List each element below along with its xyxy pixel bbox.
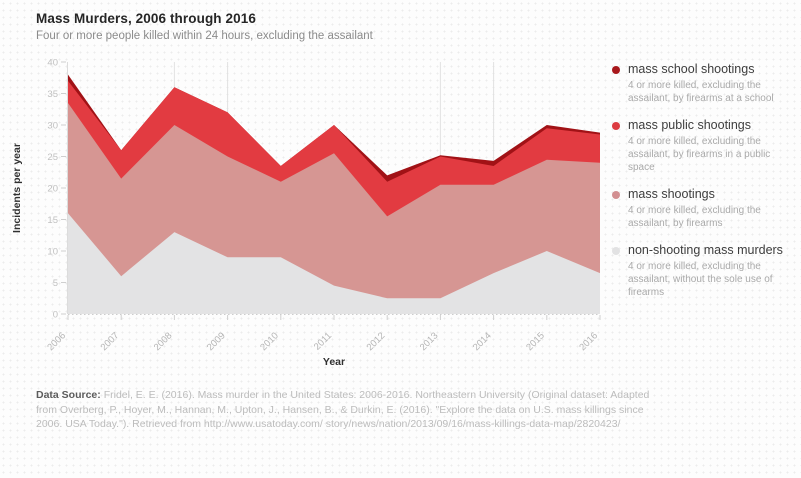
legend-item-title: mass public shootings <box>628 118 751 132</box>
x-tick-label: 2016 <box>577 330 600 353</box>
x-tick-label: 2014 <box>471 330 494 353</box>
page-title: Mass Murders, 2006 through 2016 <box>36 11 256 26</box>
x-tick-label: 2010 <box>258 330 281 353</box>
x-tick-label: 2009 <box>205 330 228 353</box>
y-tick-label: 10 <box>47 247 58 258</box>
area-non-shooting-mass-murders <box>68 213 600 314</box>
legend-item-mass-shootings: mass shootings 4 or more killed, excludin… <box>612 187 792 230</box>
y-tick-label: 0 <box>53 310 58 321</box>
legend-item-mass-public-shootings: mass public shootings 4 or more killed, e… <box>612 118 792 174</box>
legend-item-description: 4 or more killed, excluding the assailan… <box>628 80 774 104</box>
legend-swatch-dot <box>612 191 620 199</box>
legend-item-description: 4 or more killed, excluding the assailan… <box>628 205 761 229</box>
legend-item-title: mass shootings <box>628 187 715 201</box>
y-tick-label: 35 <box>47 89 58 100</box>
legend-item-description: 4 or more killed, excluding the assailan… <box>628 261 773 298</box>
stacked-area-chart: 0 5 10 15 20 25 30 35 40 2006 2007 2008 2009 2010 2011… <box>11 58 601 368</box>
legend-item-description: 4 or more killed, excluding the assailan… <box>628 136 771 173</box>
page-subtitle: Four or more people killed within 24 hou… <box>36 30 373 42</box>
x-tick-label: 2011 <box>312 330 334 352</box>
y-tick-label: 40 <box>47 58 58 69</box>
x-tick-label: 2006 <box>45 330 68 353</box>
y-tick-label: 5 <box>53 278 58 289</box>
data-source-text: Fridel, E. E. (2016). Mass murder in the… <box>36 389 650 430</box>
y-axis-title: Incidents per year <box>11 143 23 233</box>
legend-item-non-shooting-mass-murders: non-shooting mass murders 4 or more kille… <box>612 243 792 299</box>
legend-swatch-dot <box>612 66 620 74</box>
y-tick-label: 30 <box>47 121 58 132</box>
x-tick-label: 2008 <box>152 330 175 353</box>
chart-legend: mass school shootings 4 or more killed, e… <box>612 62 792 312</box>
legend-swatch-dot <box>612 122 620 130</box>
data-source-note: Data Source: Fridel, E. E. (2016). Mass … <box>36 388 654 432</box>
data-source-label: Data Source: <box>36 389 101 401</box>
y-tick-label: 25 <box>47 152 58 163</box>
x-tick-label: 2012 <box>365 330 388 353</box>
y-tick-label: 15 <box>47 215 58 226</box>
legend-swatch-dot <box>612 247 620 255</box>
legend-item-title: mass school shootings <box>628 62 755 76</box>
legend-item-mass-school-shootings: mass school shootings 4 or more killed, e… <box>612 62 792 105</box>
y-tick-label: 20 <box>47 184 58 195</box>
x-tick-label: 2007 <box>99 330 122 353</box>
x-tick-label: 2015 <box>524 330 547 353</box>
x-tick-label: 2013 <box>418 330 441 353</box>
legend-item-title: non-shooting mass murders <box>628 243 783 257</box>
x-axis-title: Year <box>323 356 345 368</box>
